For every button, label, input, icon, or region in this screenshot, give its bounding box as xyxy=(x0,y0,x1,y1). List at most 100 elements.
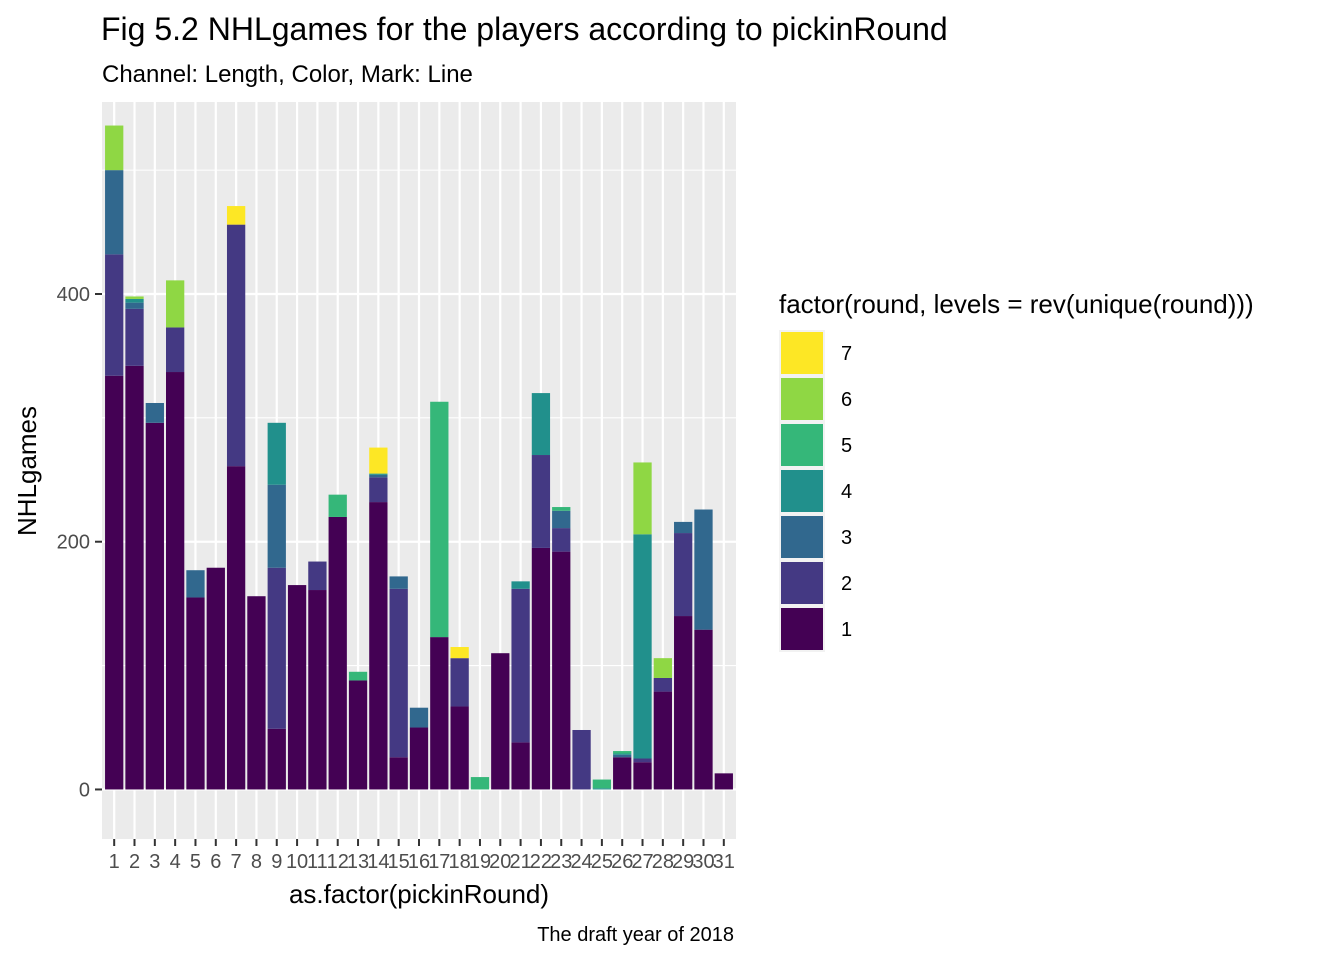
bar-segment-round-5 xyxy=(328,494,347,517)
bar-segment-round-4 xyxy=(267,422,286,485)
x-tick-label: 14 xyxy=(367,851,389,873)
legend-key-round-3 xyxy=(781,516,823,558)
bar-segment-round-7 xyxy=(226,206,246,225)
bar-segment-round-1 xyxy=(105,375,124,790)
x-tick-label: 20 xyxy=(489,851,511,873)
x-tick-label: 13 xyxy=(347,851,369,873)
x-tick-label: 3 xyxy=(149,851,160,873)
legend-label-round-4: 4 xyxy=(841,481,852,503)
bar-segment-round-1 xyxy=(369,502,388,790)
bar-segment-round-5 xyxy=(470,777,490,790)
bar-segment-round-2 xyxy=(125,308,144,366)
bar-segment-round-1 xyxy=(552,551,571,790)
x-tick-label: 17 xyxy=(428,851,450,873)
x-tick-label: 19 xyxy=(469,851,491,873)
x-tick-label: 10 xyxy=(286,851,308,873)
bar-segment-round-3 xyxy=(694,509,713,630)
bar-segment-round-7 xyxy=(369,447,388,474)
bar-segment-round-1 xyxy=(125,365,144,790)
legend-key-round-7 xyxy=(781,332,823,374)
bar-segment-round-1 xyxy=(226,466,246,790)
x-tick-label: 27 xyxy=(631,851,653,873)
legend-label-round-7: 7 xyxy=(841,343,852,365)
x-tick-label: 21 xyxy=(509,851,531,873)
x-tick-label: 26 xyxy=(611,851,633,873)
x-axis: 1 2 3 4 5 6 7 8 9 1011121314151617181920212223242… xyxy=(109,839,735,873)
bar-segment-round-1 xyxy=(653,691,672,790)
bar-segment-round-3 xyxy=(105,170,124,255)
bar-segment-round-2 xyxy=(511,588,530,743)
bar-segment-round-1 xyxy=(674,616,693,790)
bar-segment-round-1 xyxy=(450,706,469,790)
chart-subtitle: Channel: Length, Color, Mark: Line xyxy=(102,61,473,88)
bar-segment-round-3 xyxy=(674,521,693,534)
bar-segment-round-6 xyxy=(633,462,652,535)
bar-segment-round-1 xyxy=(694,629,713,790)
bar-segment-round-4 xyxy=(613,753,632,755)
bar-segment-round-1 xyxy=(430,637,449,790)
chart-caption: The draft year of 2018 xyxy=(537,924,734,946)
x-tick-label: 7 xyxy=(231,851,242,873)
bar-segment-round-1 xyxy=(166,372,185,790)
bar-segment-round-7 xyxy=(450,647,469,659)
bar-segment-round-1 xyxy=(409,727,429,790)
bar-segment-round-1 xyxy=(287,585,307,790)
bar-segment-round-1 xyxy=(511,742,530,790)
bar-marks xyxy=(105,125,733,790)
x-tick-label: 4 xyxy=(170,851,181,873)
x-tick-label: 15 xyxy=(388,851,410,873)
chart-title: Fig 5.2 NHLgames for the players accordi… xyxy=(101,11,948,47)
bar-segment-round-2 xyxy=(552,528,571,552)
bar-segment-round-3 xyxy=(389,576,408,589)
bar-segment-round-4 xyxy=(592,788,612,790)
bar-segment-round-6 xyxy=(125,296,144,299)
x-tick-label: 31 xyxy=(713,851,735,873)
y-axis: 0 200 400 xyxy=(57,284,102,801)
bar-segment-round-4 xyxy=(633,534,652,759)
bar-segment-round-2 xyxy=(572,729,591,790)
bar-segment-round-6 xyxy=(105,125,124,171)
bar-segment-round-2 xyxy=(105,254,124,376)
bar-segment-round-1 xyxy=(247,596,266,790)
legend-label-round-3: 3 xyxy=(841,527,852,549)
bar-segment-round-4 xyxy=(369,473,388,475)
x-tick-label: 5 xyxy=(190,851,201,873)
bar-segment-round-5 xyxy=(592,779,612,789)
x-tick-label: 24 xyxy=(570,851,592,873)
legend-key-round-1 xyxy=(781,608,823,650)
bar-segment-round-1 xyxy=(348,680,368,790)
bar-segment-round-1 xyxy=(714,773,733,790)
y-axis-title: NHLgames xyxy=(12,406,42,536)
x-tick-label: 16 xyxy=(408,851,430,873)
legend-label-round-1: 1 xyxy=(841,619,852,641)
bar-segment-round-2 xyxy=(267,567,286,729)
bar-segment-round-3 xyxy=(613,754,632,758)
bar-segment-round-3 xyxy=(267,484,286,568)
legend-key-round-2 xyxy=(781,562,823,604)
bar-segment-round-1 xyxy=(531,547,551,790)
y-tick-label: 0 xyxy=(79,779,90,801)
bar-segment-round-2 xyxy=(531,455,551,548)
bar-segment-round-1 xyxy=(308,590,327,790)
x-tick-label: 12 xyxy=(327,851,349,873)
y-tick-label: 400 xyxy=(57,284,90,306)
bar-segment-round-1 xyxy=(186,597,205,790)
legend-label-round-2: 2 xyxy=(841,573,852,595)
bar-segment-round-3 xyxy=(409,707,429,728)
bar-segment-round-1 xyxy=(267,728,286,790)
bar-segment-round-5 xyxy=(613,751,632,754)
legend-key-round-6 xyxy=(781,378,823,420)
bar-segment-round-6 xyxy=(653,658,672,678)
legend-label-round-5: 5 xyxy=(841,435,852,457)
bar-segment-round-1 xyxy=(389,757,408,790)
bar-segment-round-4 xyxy=(511,581,530,589)
x-tick-label: 9 xyxy=(271,851,282,873)
bar-segment-round-2 xyxy=(653,677,672,692)
bar-segment-round-2 xyxy=(674,533,693,617)
legend-title: factor(round, levels = rev(unique(round)… xyxy=(779,289,1254,319)
bar-segment-round-2 xyxy=(166,327,185,373)
bar-segment-round-2 xyxy=(633,758,652,763)
legend-key-round-5 xyxy=(781,424,823,466)
x-tick-label: 8 xyxy=(251,851,262,873)
